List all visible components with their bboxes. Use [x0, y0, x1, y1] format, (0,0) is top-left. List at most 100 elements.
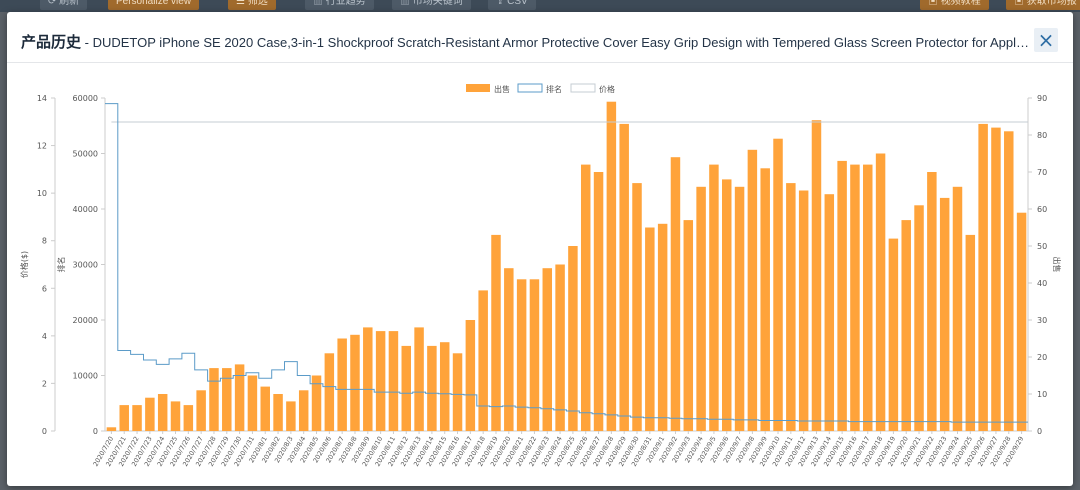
app-toolbar: ⟳ 刷新 Personalize view ☰ 筛选 ▥ 行业趋势 ▥ 市场关键…	[0, 0, 1080, 12]
price-axis-tick-label-0: 0	[42, 427, 47, 436]
sales-bar	[657, 223, 668, 431]
sales-bar	[465, 320, 476, 431]
sales-bar	[798, 190, 809, 431]
sales-bar	[683, 220, 694, 431]
sales-bar	[132, 405, 142, 431]
market-keywords-button[interactable]: ▥ 市场关键词	[392, 0, 471, 10]
sales-bar	[401, 345, 412, 431]
sales-bar	[555, 264, 565, 431]
sales-bar	[811, 120, 822, 431]
sales-bar	[696, 186, 706, 431]
sales-bar	[952, 186, 963, 431]
sales-bar	[145, 397, 155, 431]
sales-axis-tick-label-7: 70	[1037, 168, 1047, 177]
sales-bar	[568, 246, 578, 431]
sales-bar	[222, 368, 232, 431]
sales-bar	[593, 172, 604, 431]
modal-title: 产品历史 - DUDETOP iPhone SE 2020 Case,3-in-…	[21, 31, 1031, 52]
sales-bar	[273, 394, 283, 431]
rank-axis-tick-label-4: 40000	[73, 205, 98, 214]
filter-button[interactable]: ☰ 筛选	[228, 0, 276, 10]
industry-trend-button[interactable]: ▥ 行业趋势	[305, 0, 374, 10]
sales-bar	[363, 327, 373, 431]
sales-bar	[747, 149, 758, 432]
legend-label-price: 价格	[599, 84, 615, 94]
rank-line	[105, 103, 1028, 423]
sales-axis-tick-label-3: 30	[1037, 316, 1047, 325]
price-axis-tick-label-6: 12	[37, 142, 47, 151]
sales-bar	[734, 186, 745, 431]
sales-bar	[119, 405, 129, 431]
sales-bar	[337, 338, 347, 431]
sales-bar	[209, 368, 219, 431]
price-axis-tick-label-4: 8	[42, 237, 47, 246]
sales-bar	[375, 331, 386, 431]
sales-bar	[350, 334, 360, 431]
sales-bar	[606, 101, 617, 431]
legend-swatch-sales	[466, 84, 490, 92]
sales-axis-tick-label-8: 80	[1037, 131, 1047, 140]
sales-bar	[1016, 212, 1027, 431]
csv-export-button[interactable]: ⇪ CSV	[488, 0, 536, 10]
sales-bar	[286, 401, 296, 431]
sales-bar	[965, 234, 976, 431]
rank-axis-tick-label-3: 30000	[73, 261, 98, 270]
price-axis-tick-label-3: 6	[42, 284, 47, 293]
sales-bar	[645, 227, 655, 431]
sales-bar	[260, 386, 270, 431]
refresh-button[interactable]: ⟳ 刷新	[40, 0, 88, 10]
rank-axis-tick-label-1: 10000	[73, 372, 98, 381]
sales-bar	[632, 183, 642, 431]
product-history-modal: 产品历史 - DUDETOP iPhone SE 2020 Case,3-in-…	[7, 12, 1073, 486]
modal-title-product: - DUDETOP iPhone SE 2020 Case,3-in-1 Sho…	[81, 35, 1031, 50]
legend-label-rank: 排名	[546, 84, 562, 94]
sales-bar	[452, 353, 463, 431]
sales-bar	[1004, 131, 1014, 432]
price-axis-tick-label-1: 2	[42, 379, 47, 388]
sales-bar	[439, 342, 450, 431]
sales-bar	[773, 138, 783, 431]
sales-bar	[414, 327, 424, 431]
sales-bar	[837, 160, 847, 431]
sales-bar	[170, 401, 181, 431]
sales-bar	[991, 127, 1001, 431]
modal-header: 产品历史 - DUDETOP iPhone SE 2020 Case,3-in-…	[7, 12, 1073, 63]
price-axis-tick-label-7: 14	[37, 94, 47, 103]
sales-axis-tick-label-9: 90	[1037, 94, 1047, 103]
sales-bar	[721, 179, 732, 431]
sales-bar	[542, 268, 553, 431]
sales-bar	[888, 238, 899, 431]
personalize-view-button[interactable]: Personalize view	[108, 0, 200, 10]
sales-axis-title: 出售	[1052, 257, 1062, 273]
sales-bar	[157, 394, 168, 431]
sales-bar	[863, 164, 873, 431]
rank-axis-tick-label-6: 60000	[73, 94, 98, 103]
price-axis-tick-label-2: 4	[42, 332, 47, 341]
price-axis-title: 价格($)	[19, 251, 29, 278]
rank-axis-title: 排名	[56, 257, 66, 273]
price-axis-tick-label-5: 10	[37, 189, 47, 198]
video-tutorial-button[interactable]: ▣ 视频教程	[920, 0, 989, 10]
sales-bar	[298, 390, 309, 431]
market-report-button[interactable]: ▣ 获取市场报	[1006, 0, 1080, 10]
modal-title-main: 产品历史	[21, 33, 82, 51]
sales-bar	[491, 234, 501, 431]
sales-bar	[324, 353, 335, 431]
sales-bar	[709, 164, 719, 431]
sales-bar	[927, 172, 937, 431]
sales-bar	[529, 279, 540, 431]
sales-bar	[914, 205, 924, 431]
sales-bar	[504, 268, 514, 431]
sales-bar	[516, 279, 527, 431]
rank-axis-tick-label-5: 50000	[73, 150, 98, 159]
rank-axis-tick-label-0: 0	[93, 427, 98, 436]
sales-bar	[670, 157, 681, 431]
sales-bar	[850, 164, 860, 431]
legend-label-sales: 出售	[494, 84, 510, 94]
close-icon[interactable]: ×	[1034, 28, 1058, 52]
legend-swatch-price	[570, 83, 596, 93]
product-history-chart: 出售 排名 价格0246810121401000020000300004000050…	[19, 83, 1062, 468]
sales-bar	[183, 405, 194, 431]
sales-bar	[939, 197, 950, 431]
sales-bar	[196, 390, 206, 431]
